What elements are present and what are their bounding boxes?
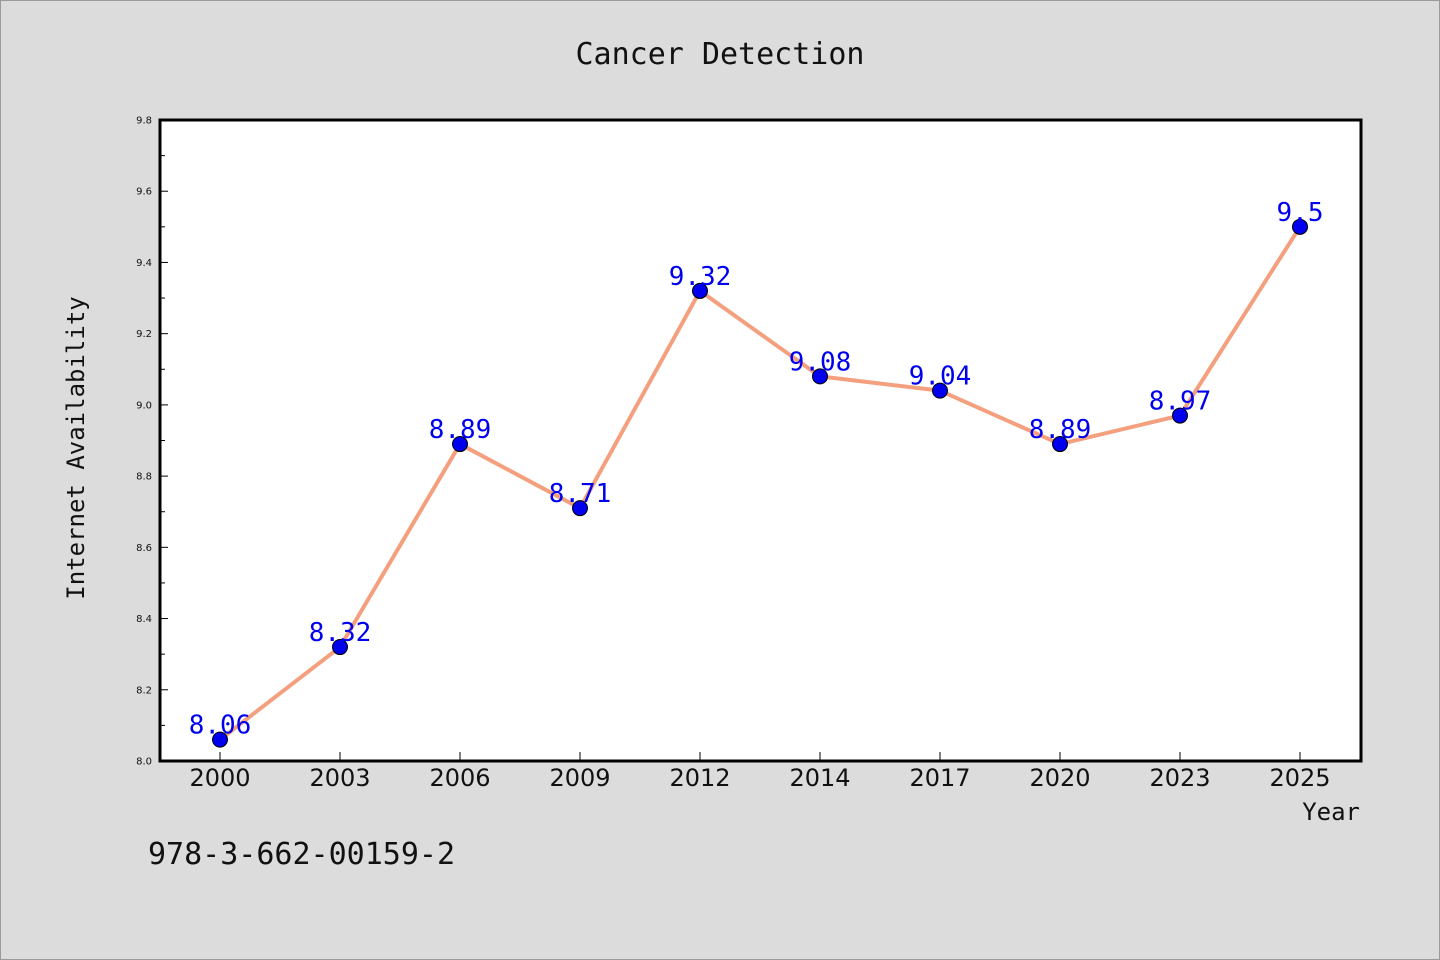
x-tick-label: 2017 — [909, 764, 970, 792]
x-tick-label: 2023 — [1149, 764, 1210, 792]
x-tick-label: 2025 — [1269, 764, 1330, 792]
data-point — [212, 731, 228, 748]
data-point — [1052, 436, 1068, 453]
series-line — [218, 225, 1302, 742]
y-tick-label: 9.2 — [136, 329, 152, 340]
x-tick-label: 2020 — [1029, 764, 1090, 792]
y-tick-label: 9.6 — [136, 187, 152, 198]
y-tick-label: 9.8 — [136, 116, 152, 127]
x-tick-label: 2006 — [429, 764, 490, 792]
data-labels: 8.06 8.32 8.89 8.71 9.32 9.08 9.04 8.89 8.97 9.5 — [189, 198, 1324, 741]
y-tick-label: 8.0 — [136, 757, 152, 768]
data-label: 8.06 — [189, 711, 252, 741]
x-tick-label: 2014 — [789, 764, 850, 792]
chart-title: Cancer Detection — [576, 37, 865, 72]
data-label: 8.32 — [309, 618, 372, 648]
data-label: 8.89 — [429, 415, 492, 445]
x-axis-label: Year — [1302, 798, 1360, 826]
y-axis-label: Internet Availability — [62, 296, 90, 599]
data-label: 8.71 — [549, 479, 612, 509]
plot-area — [160, 120, 1361, 761]
x-axis: 2000 2003 2006 2009 2012 2014 2017 2020 2023 2025 — [189, 752, 1331, 792]
data-label: 9.32 — [669, 262, 732, 292]
data-label: 8.97 — [1149, 387, 1212, 417]
y-tick-label: 8.8 — [136, 472, 152, 483]
data-label: 9.04 — [909, 362, 972, 392]
x-tick-label: 2000 — [189, 764, 250, 792]
plot-frame — [158, 118, 1363, 763]
data-label: 9.5 — [1277, 198, 1324, 228]
data-point — [1292, 218, 1308, 235]
y-tick-label: 8.2 — [136, 685, 152, 696]
x-tick-label: 2003 — [309, 764, 370, 792]
y-tick-label: 8.4 — [136, 614, 152, 625]
data-point — [572, 500, 588, 517]
data-point — [332, 639, 348, 656]
isbn-text: 978-3-662-00159-2 — [148, 837, 455, 872]
data-label: 9.08 — [789, 347, 852, 377]
data-point — [452, 436, 468, 453]
data-label: 8.89 — [1029, 415, 1092, 445]
y-tick-label: 9.0 — [136, 400, 152, 411]
y-axis: 8.0 8.2 8.4 8.6 8.8 9.0 9.2 9.4 9.6 9.8 — [136, 116, 168, 768]
data-points — [212, 218, 1308, 748]
data-point — [1172, 407, 1188, 424]
data-point — [692, 282, 708, 299]
y-tick-label: 8.6 — [136, 543, 152, 554]
x-tick-label: 2012 — [669, 764, 730, 792]
data-point — [812, 368, 828, 385]
data-point — [932, 382, 948, 399]
x-tick-label: 2009 — [549, 764, 610, 792]
y-tick-label: 9.4 — [136, 258, 152, 269]
